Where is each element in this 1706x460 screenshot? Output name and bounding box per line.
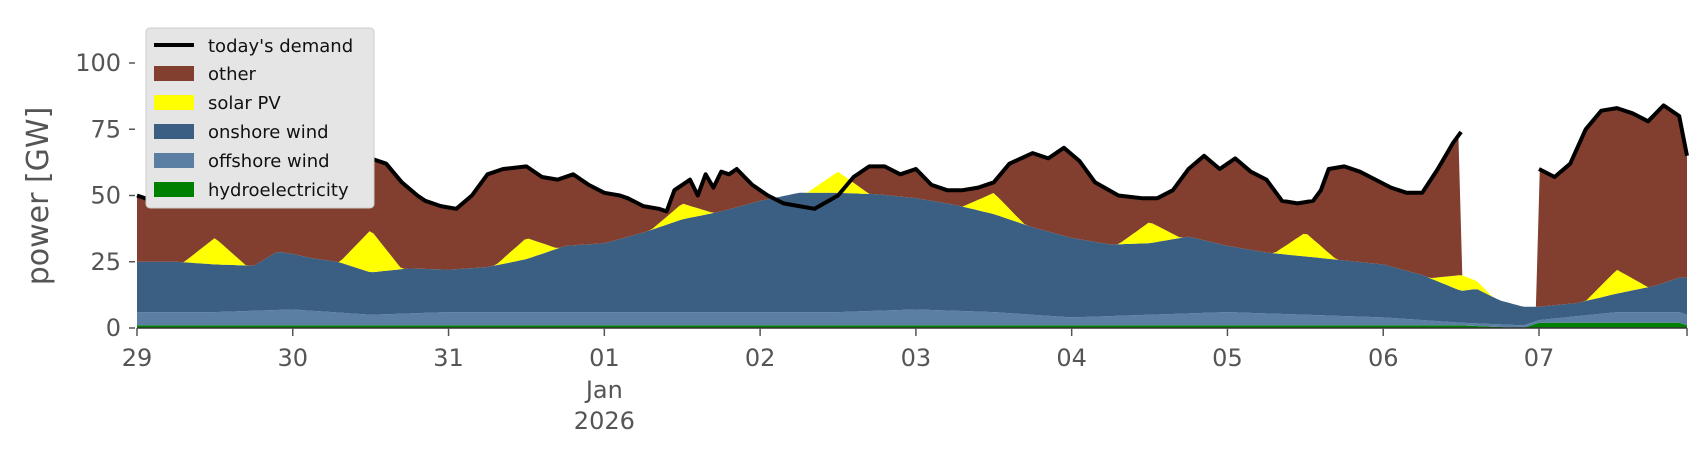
legend-label-onshore: onshore wind [208,122,329,143]
y-tick-label: 0 [106,314,121,342]
area-offshore-wind [137,309,1687,328]
x-tick-label: 03 [901,344,932,372]
y-tick-label: 100 [75,49,121,77]
legend-label-offshore: offshore wind [208,151,330,172]
legend-swatch-solar [154,95,194,110]
y-tick-label: 75 [90,115,121,143]
demand-line-segment-2 [1538,103,1689,179]
demand-lines [136,103,1689,214]
legend-swatch-other [154,66,194,81]
area-other [137,105,1687,307]
axes: 0 25 50 75 100 29 30 31 01 02 03 04 05 06 07 Jan 2026 [75,49,1688,435]
x-tick-label: 31 [433,344,464,372]
legend-label-hydro: hydroelectricity [208,180,349,201]
x-tick-label: 07 [1524,344,1555,372]
demand-line-segment-1 [136,130,1463,214]
x-tick-label: 05 [1212,344,1243,372]
stacked-areas [137,105,1687,328]
y-tick-label: 50 [90,182,121,210]
y-axis-title: power [GW] [21,107,56,286]
x-secondary-label: 2026 [574,407,635,435]
legend-label-solar: solar PV [208,93,281,114]
area-hydroelectricity [137,322,1687,328]
legend: today's demand other solar PV onshore wi… [145,27,375,209]
area-onshore-wind [137,192,1687,326]
legend-swatch-hydro [154,182,194,197]
x-tick-label: 04 [1056,344,1087,372]
legend-label-demand: today's demand [208,36,353,57]
x-tick-label: 29 [122,344,153,372]
x-tick-label: 01 [589,344,620,372]
legend-label-other: other [208,64,257,85]
x-tick-label: 06 [1368,344,1399,372]
legend-swatch-offshore [154,153,194,168]
legend-swatch-onshore [154,124,194,139]
x-secondary-label: Jan [584,376,623,404]
x-tick-label: 30 [278,344,309,372]
y-tick-label: 25 [90,248,121,276]
x-tick-label: 02 [745,344,776,372]
legend-box [145,27,375,209]
